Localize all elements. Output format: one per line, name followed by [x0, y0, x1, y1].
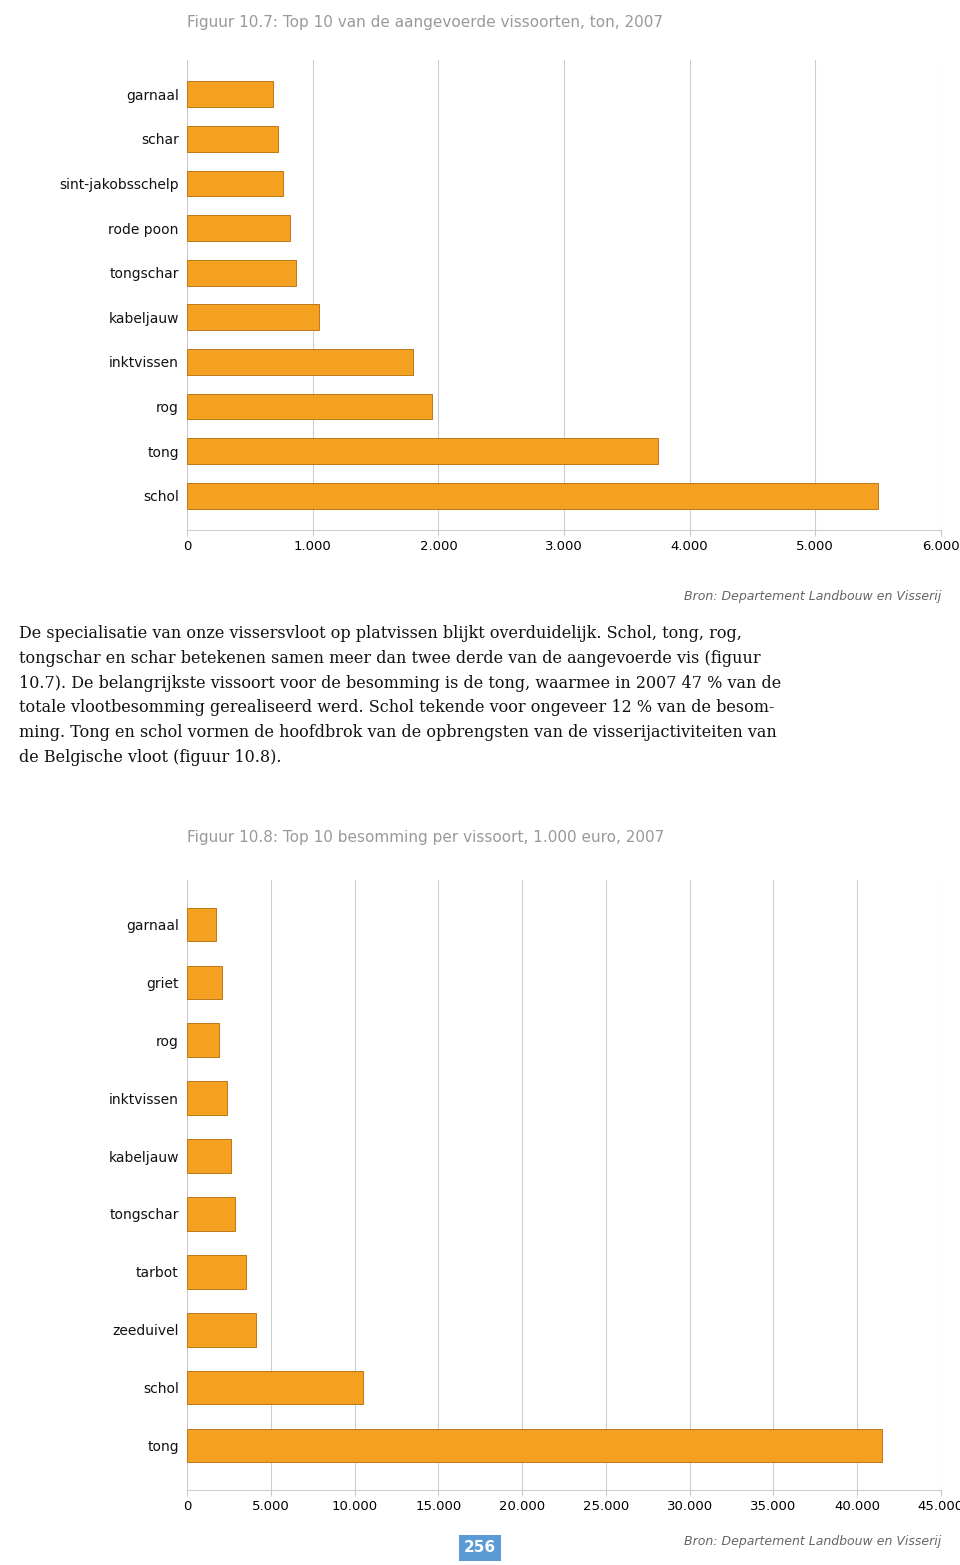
Bar	[187, 1371, 363, 1404]
Bar	[187, 1081, 228, 1114]
Bar	[187, 1429, 882, 1462]
Text: Figuur 10.7: Top 10 van de aangevoerde vissoorten, ton, 2007: Figuur 10.7: Top 10 van de aangevoerde v…	[187, 16, 663, 30]
Bar	[187, 966, 223, 998]
Text: Figuur 10.8: Top 10 besomming per vissoort, 1.000 euro, 2007: Figuur 10.8: Top 10 besomming per vissoo…	[187, 829, 664, 845]
Text: 256: 256	[464, 1540, 496, 1556]
Bar	[187, 482, 878, 509]
Bar	[187, 1255, 246, 1288]
Bar	[187, 304, 319, 330]
Bar	[187, 908, 216, 941]
Bar	[187, 214, 290, 241]
Text: De specialisatie van onze vissersvloot op platvissen blijkt overduidelijk. Schol: De specialisatie van onze vissersvloot o…	[19, 624, 781, 765]
Bar	[187, 81, 273, 108]
Bar	[187, 125, 277, 152]
Bar	[187, 1139, 230, 1172]
Bar	[187, 171, 282, 197]
Bar	[187, 393, 432, 419]
Bar	[187, 1024, 219, 1056]
Bar	[187, 438, 659, 465]
Bar	[187, 349, 413, 376]
Bar	[187, 1197, 235, 1230]
Text: Bron: Departement Landbouw en Visserij: Bron: Departement Landbouw en Visserij	[684, 590, 941, 603]
Bar	[187, 260, 297, 286]
Text: Bron: Departement Landbouw en Visserij: Bron: Departement Landbouw en Visserij	[684, 1535, 941, 1548]
Bar	[187, 1313, 256, 1346]
